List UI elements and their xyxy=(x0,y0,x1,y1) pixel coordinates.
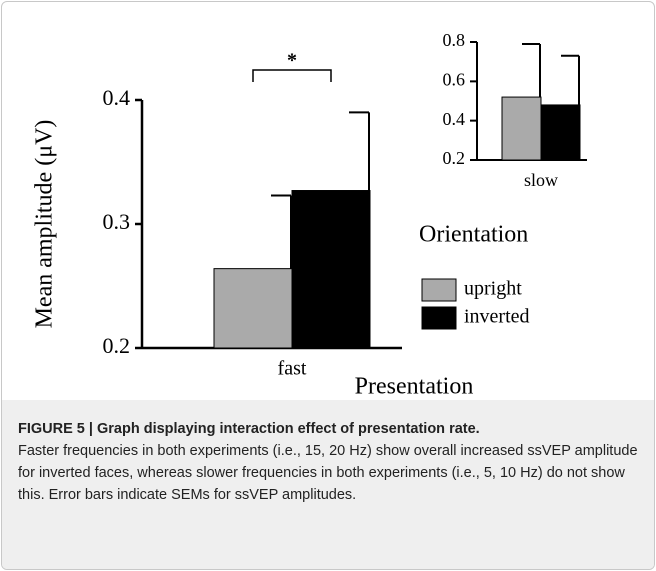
caption: FIGURE 5 | Graph displaying interaction … xyxy=(2,400,654,569)
significance-label: * xyxy=(287,50,297,72)
x-tick-label: fast xyxy=(278,358,307,380)
y-tick-label: 0.3 xyxy=(103,209,131,234)
bar xyxy=(291,190,371,349)
legend-title: Orientation xyxy=(419,222,528,248)
caption-text: Faster frequencies in both experiments (… xyxy=(18,443,638,503)
legend-swatch xyxy=(421,306,457,330)
y-axis-label: Mean amplitude (μV) xyxy=(32,120,58,329)
legend-label: inverted xyxy=(464,306,530,328)
y-tick-label: 0.6 xyxy=(443,69,466,89)
y-tick-label: 0.2 xyxy=(103,333,131,358)
chart: 0.2 0.3 0.4 fast * Mean amplitude (μV) Present… xyxy=(32,30,587,400)
bar xyxy=(540,104,581,161)
significance-bracket xyxy=(252,69,332,82)
legend-label: upright xyxy=(464,278,522,300)
error-bar xyxy=(522,42,541,98)
y-tick-label: 0.2 xyxy=(443,148,466,168)
bar xyxy=(213,268,293,349)
x-tick-label: slow xyxy=(524,170,558,190)
y-tick-label: 0.4 xyxy=(103,85,131,110)
legend-swatch xyxy=(421,278,457,302)
x-axis-label: Presentation xyxy=(355,374,474,400)
y-tick-label: 0.8 xyxy=(443,30,466,50)
error-bar xyxy=(349,111,370,191)
error-bar xyxy=(271,194,292,269)
error-bar xyxy=(561,54,580,105)
bar xyxy=(501,96,542,161)
y-tick-label: 0.4 xyxy=(443,109,466,129)
caption-title: FIGURE 5 | Graph displaying interaction … xyxy=(18,421,480,437)
